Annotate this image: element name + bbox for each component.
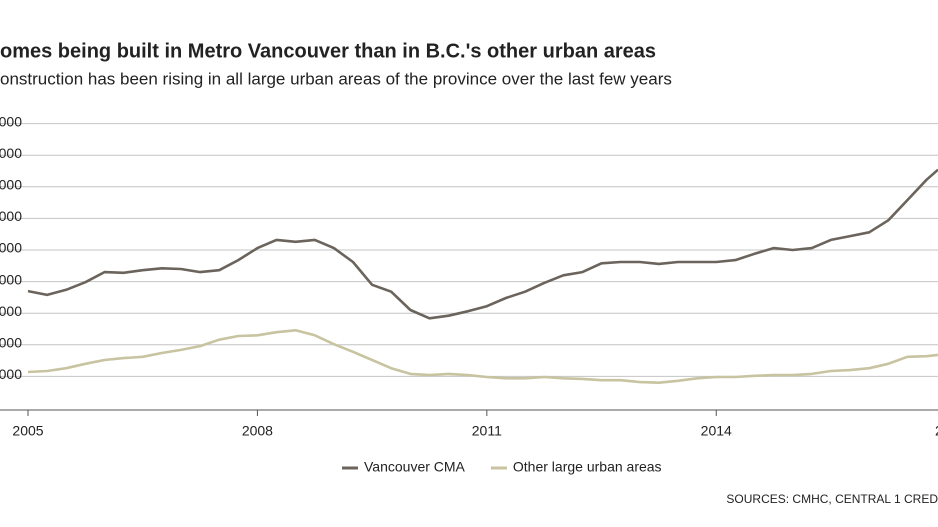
- x-tick-label: 2: [935, 423, 938, 439]
- y-tick-label: 000: [0, 303, 22, 319]
- y-tick-label: 000: [0, 145, 22, 161]
- series-line: [27, 168, 938, 320]
- legend-label: Vancouver CMA: [364, 459, 466, 475]
- chart-subtitle: onstruction has been rising in all large…: [0, 69, 672, 88]
- y-tick-label: 000: [0, 208, 22, 224]
- y-tick-label: 000: [0, 335, 22, 351]
- x-tick-label: 2011: [472, 423, 502, 439]
- y-tick-label: 000: [0, 113, 22, 129]
- y-tick-label: 000: [0, 240, 22, 256]
- y-tick-label: 000: [0, 366, 22, 382]
- series-line: [27, 329, 938, 384]
- y-tick-label: 000: [0, 271, 22, 287]
- x-tick-label: 2008: [242, 423, 273, 439]
- y-tick-label: 000: [0, 177, 22, 193]
- legend-label: Other large urban areas: [513, 459, 662, 475]
- chart-title: omes being built in Metro Vancouver than…: [0, 40, 656, 62]
- x-tick-label: 2014: [701, 423, 732, 439]
- x-tick-label: 2005: [12, 423, 43, 439]
- source: SOURCES: CMHC, CENTRAL 1 CRED: [726, 492, 938, 506]
